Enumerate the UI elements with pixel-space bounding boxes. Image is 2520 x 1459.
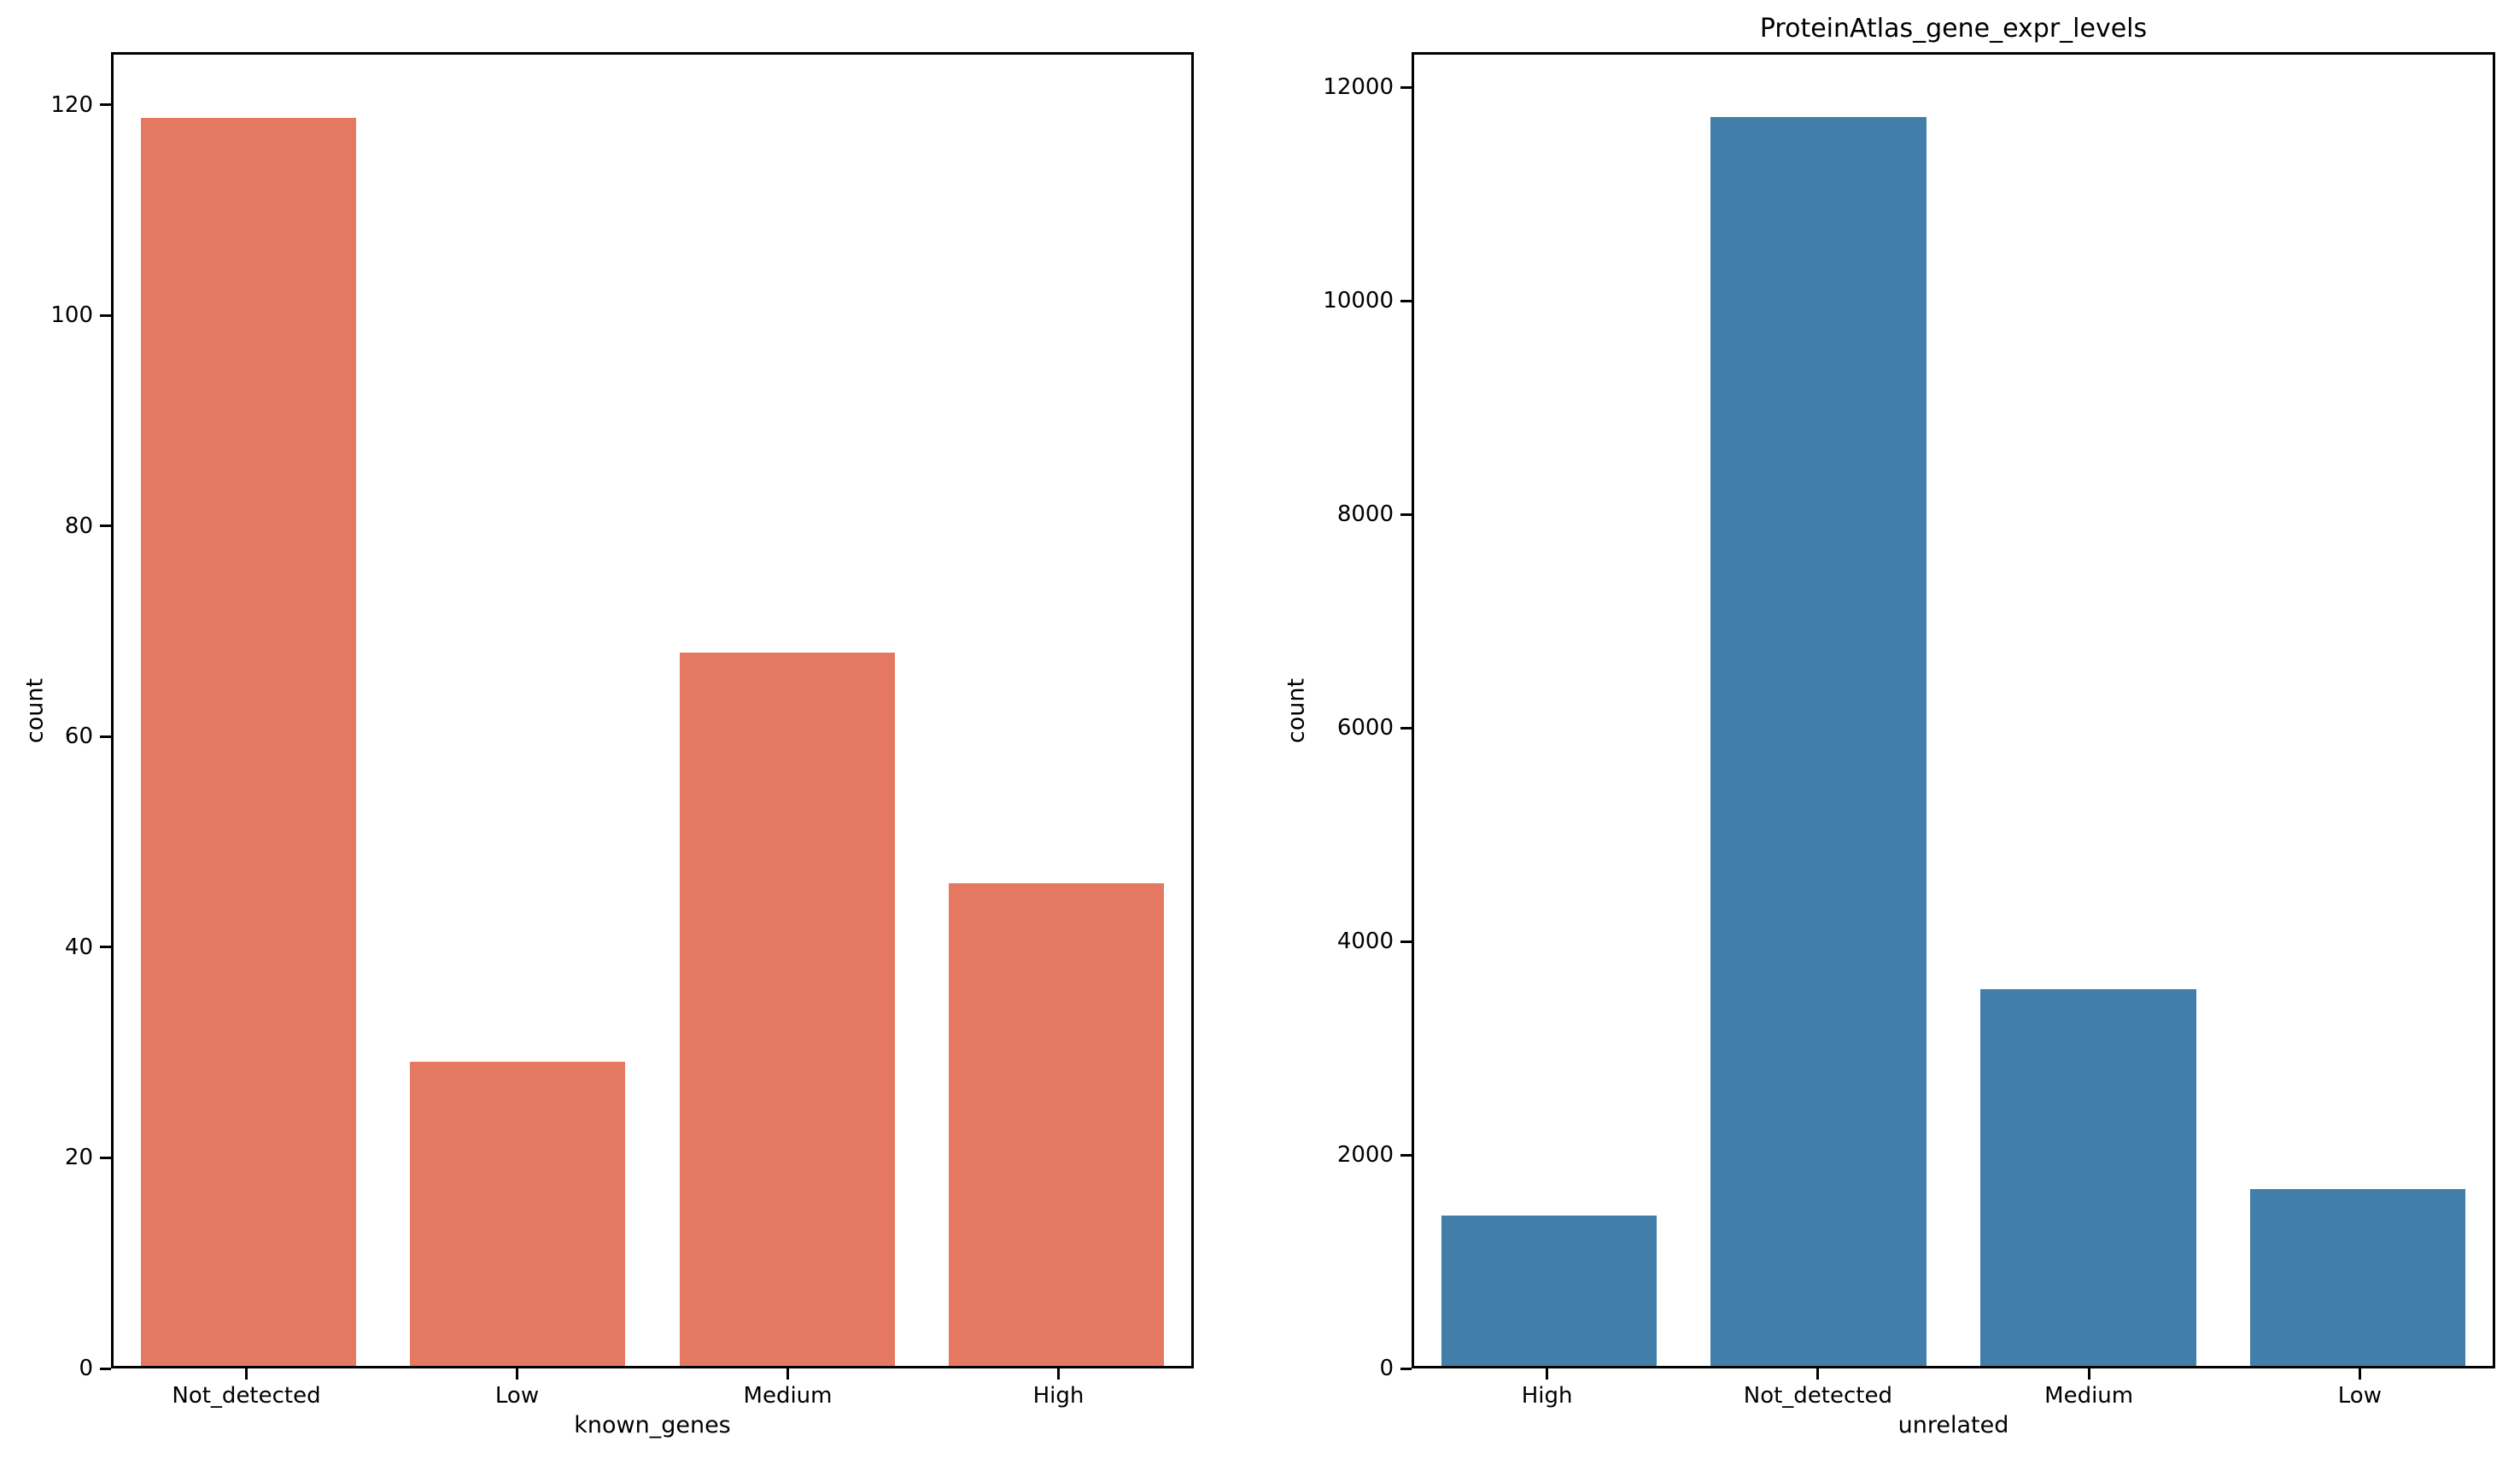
right-y-axis-label: count: [1283, 677, 1310, 743]
y-tick-mark: [100, 524, 111, 528]
y-tick-mark: [100, 1156, 111, 1159]
right-chart-title: ProteinAtlas_gene_expr_levels: [1759, 14, 2148, 44]
x-tick-mark: [2087, 1368, 2090, 1380]
x-tick-label-Not_detected: Not_detected: [1743, 1383, 1892, 1409]
y-tick-mark: [100, 313, 111, 317]
bar-Low: [410, 1061, 626, 1366]
y-tick-label: 4000: [1336, 929, 1394, 955]
left-y-axis-label: count: [21, 677, 49, 743]
y-tick-label: 0: [1379, 1356, 1394, 1381]
x-tick-mark: [245, 1368, 248, 1380]
x-tick-label-Not_detected: Not_detected: [172, 1383, 321, 1409]
x-tick-mark: [1546, 1368, 1549, 1380]
left-x-axis-label: known_genes: [574, 1412, 731, 1438]
y-tick-mark: [100, 946, 111, 949]
y-tick-label: 40: [64, 934, 93, 960]
left-plot-area: [111, 52, 1194, 1368]
x-tick-mark: [516, 1368, 518, 1380]
bar-Low: [2249, 1189, 2466, 1366]
y-tick-label: 6000: [1336, 715, 1394, 741]
x-tick-mark: [786, 1368, 789, 1380]
y-tick-mark: [1400, 85, 1412, 89]
y-tick-label: 10000: [1323, 288, 1394, 314]
x-tick-mark: [1816, 1368, 1820, 1380]
y-tick-label: 12000: [1323, 74, 1394, 101]
x-tick-label-High: High: [1032, 1383, 1085, 1409]
y-tick-label: 80: [64, 513, 93, 539]
bar-Medium: [1980, 989, 2196, 1366]
y-tick-label: 60: [64, 724, 93, 750]
y-tick-label: 20: [64, 1145, 93, 1171]
y-tick-mark: [100, 735, 111, 738]
y-tick-mark: [1400, 513, 1412, 516]
bar-Not_detected: [140, 117, 356, 1366]
y-tick-mark: [1400, 1153, 1412, 1157]
right-bar-chart-panel: ProteinAtlas_gene_expr_levels count unre…: [1283, 16, 2495, 1437]
y-tick-mark: [1400, 1367, 1412, 1370]
bar-Medium: [679, 652, 895, 1366]
y-tick-mark: [100, 103, 111, 107]
x-tick-label-Medium: Medium: [2044, 1383, 2134, 1409]
right-plot-area: [1412, 52, 2495, 1368]
y-tick-mark: [1400, 299, 1412, 302]
x-tick-label-Low: Low: [2337, 1383, 2382, 1409]
x-tick-label-Medium: Medium: [743, 1383, 833, 1409]
x-tick-mark: [2358, 1368, 2361, 1380]
y-tick-label: 8000: [1336, 501, 1394, 528]
y-tick-label: 2000: [1336, 1142, 1394, 1169]
x-tick-label-Low: Low: [494, 1383, 540, 1409]
bar-High: [1441, 1216, 1658, 1366]
bar-Not_detected: [1710, 117, 1927, 1366]
x-tick-label-High: High: [1521, 1383, 1573, 1409]
y-tick-mark: [100, 1367, 111, 1370]
x-tick-mark: [1057, 1368, 1060, 1380]
bar-High: [949, 883, 1165, 1366]
y-tick-label: 100: [50, 302, 93, 329]
y-tick-mark: [1400, 726, 1412, 730]
y-tick-mark: [1400, 940, 1412, 943]
y-tick-label: 120: [50, 91, 93, 118]
right-x-axis-label: unrelated: [1897, 1412, 2009, 1438]
left-bar-chart-panel: count known_genes 0 20 40 60 80 100 120 Not_det…: [22, 52, 1194, 1437]
y-tick-label: 0: [79, 1356, 93, 1381]
